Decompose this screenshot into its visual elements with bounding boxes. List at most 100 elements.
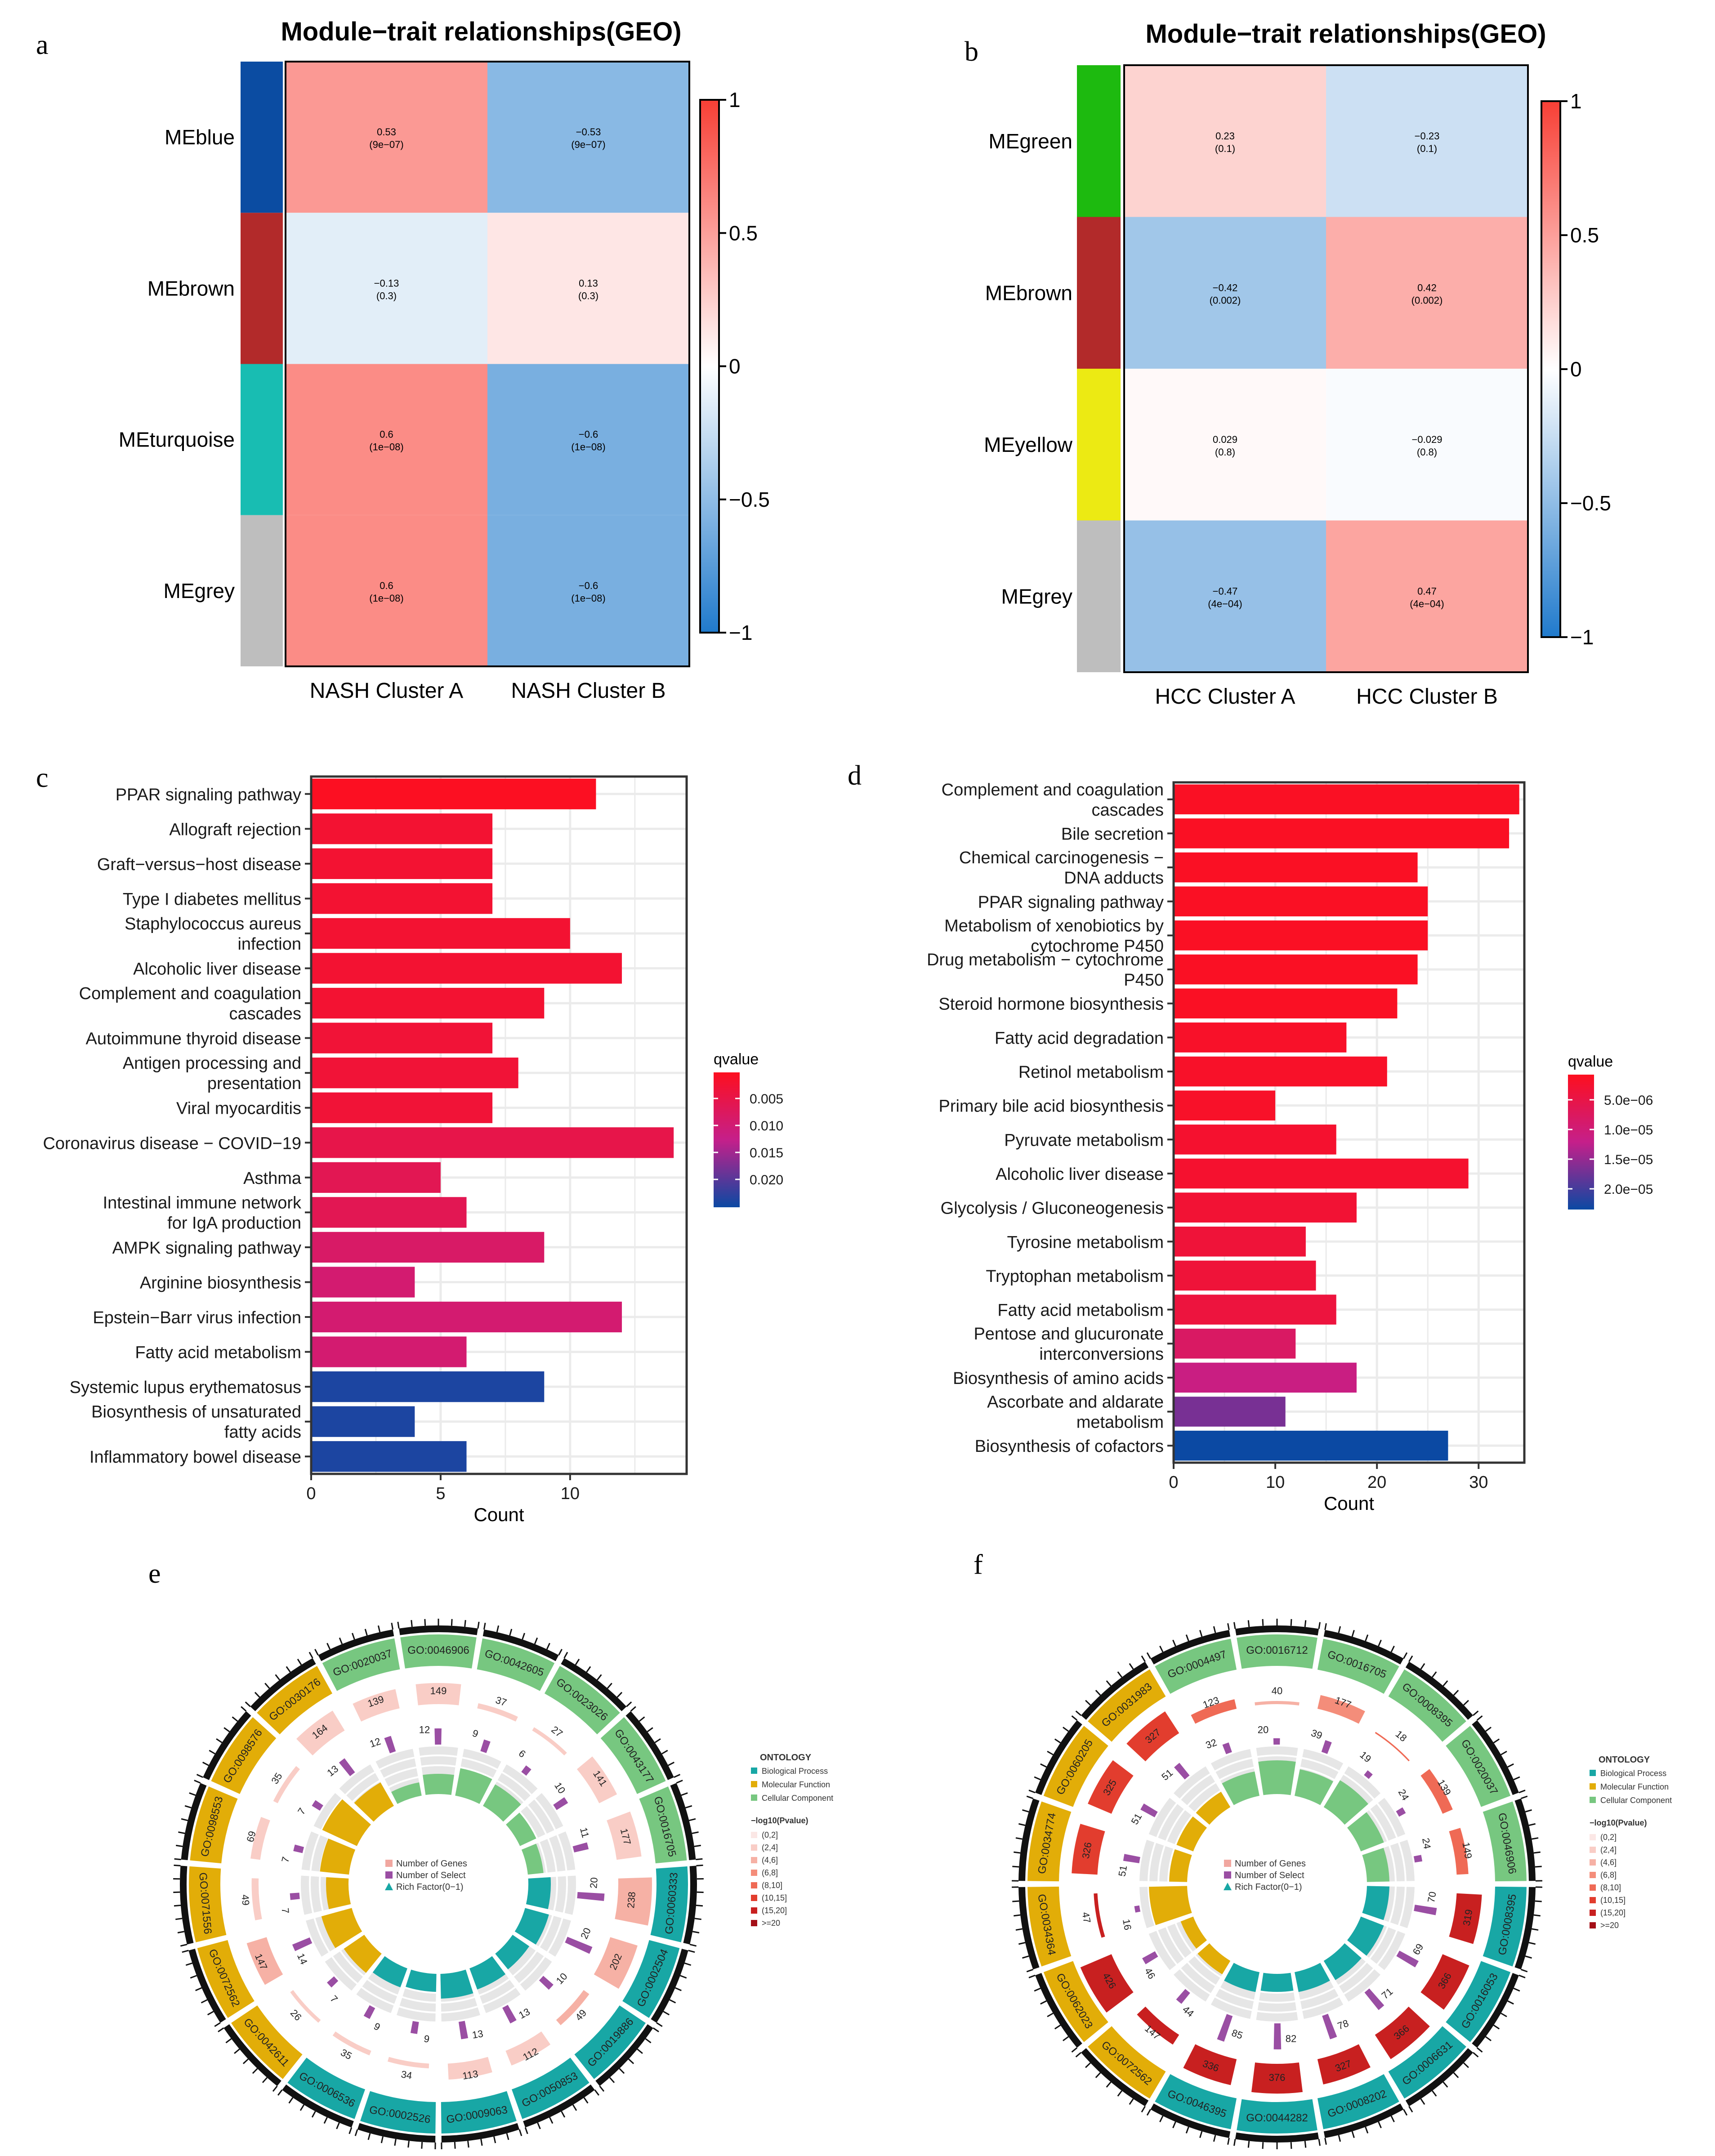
scale-tick	[232, 1716, 238, 1722]
row-label: MEgreen	[988, 129, 1072, 153]
scale-tick	[480, 2138, 483, 2146]
bar-label: Biosynthesis of cofactors	[975, 1437, 1164, 1456]
rich-factor-grid	[1344, 1969, 1381, 2002]
ontology-band	[574, 2005, 646, 2079]
go-term-label: GO:0016712	[1246, 1644, 1308, 1656]
select-bar	[1396, 1951, 1419, 1968]
genes-bar	[1449, 1828, 1469, 1875]
row-label: MEbrown	[985, 281, 1072, 304]
bar	[1174, 1294, 1336, 1325]
bar-label: Autoimmune thyroid disease	[86, 1030, 301, 1049]
select-bar	[1176, 1989, 1190, 2004]
rich-factor-grid	[1173, 1969, 1210, 2002]
scale-tick	[1528, 1942, 1536, 1945]
scale-tick	[1521, 1969, 1528, 1973]
scale-ring	[223, 2024, 281, 2086]
go-term-label: GO:0046906	[407, 1644, 469, 1656]
bar-label: Fatty acid degradation	[995, 1029, 1164, 1048]
rich-factor-bar	[483, 1784, 521, 1822]
colorbar-tick-label: 0	[729, 355, 741, 378]
scale-ring	[318, 1629, 394, 1661]
rich-factor-grid	[1339, 1963, 1373, 1993]
scale-tick	[534, 1637, 538, 1644]
x-axis-label: Count	[473, 1504, 524, 1525]
scale-tick	[1476, 2047, 1483, 2053]
colorbar	[1541, 100, 1561, 638]
scale-tick	[1018, 1823, 1026, 1826]
scale-tick	[692, 1931, 700, 1933]
select-bar	[1273, 2023, 1282, 2049]
scale-tick	[1338, 1626, 1341, 1633]
legend-pvalue-key	[751, 1870, 757, 1876]
scale-tick	[572, 2104, 577, 2111]
scale-ring	[1150, 1629, 1231, 1665]
scale-tick	[1233, 1622, 1236, 1629]
select-count: 24	[1420, 1837, 1433, 1850]
rich-factor-grid	[419, 1746, 458, 1756]
ontology-band	[544, 1666, 620, 1735]
heatmap-panel-a: Module−trait relationships(GEO) MEblue 0.5…	[119, 17, 770, 703]
column-label: NASH Cluster A	[310, 679, 463, 703]
cell-pvalue: (0.1)	[1417, 143, 1437, 154]
ontology-band	[1155, 2074, 1237, 2129]
ontology-band	[1027, 1886, 1072, 1967]
x-tick-label: 0	[1169, 1473, 1178, 1492]
bar-label: Epstein−Barr virus infection	[93, 1308, 301, 1327]
genes-bar	[1183, 2044, 1237, 2085]
select-count: 51	[1116, 1865, 1129, 1877]
bar	[1174, 1397, 1286, 1427]
bar-label: Alcoholic liver disease	[996, 1165, 1164, 1184]
row-label: MEturquoise	[119, 428, 235, 451]
scale-tick	[1432, 1671, 1437, 1678]
select-bar	[363, 2005, 375, 2019]
scale-tick	[1172, 2121, 1176, 2129]
select-bar	[1217, 2014, 1233, 2042]
bar	[311, 987, 545, 1019]
scale-tick	[407, 2141, 410, 2148]
scale-tick	[1040, 2000, 1047, 2005]
scale-tick	[464, 1620, 466, 1627]
scale-tick	[652, 2027, 659, 2032]
cell-value: 0.23	[1215, 130, 1235, 142]
scale-tick	[288, 2097, 294, 2104]
scale-tick	[339, 1637, 343, 1644]
rich-factor-grid	[1259, 1992, 1295, 2002]
rich-factor-bar	[526, 1877, 551, 1910]
scale-tick	[201, 1999, 208, 2004]
cell-pvalue: (0.8)	[1215, 446, 1235, 458]
rich-factor-grid	[325, 1957, 357, 1991]
genes-bar	[332, 2031, 371, 2056]
scale-tick	[354, 2129, 358, 2136]
scale-tick	[323, 2117, 328, 2124]
legend-pvalue-key	[1590, 1910, 1596, 1916]
scale-tick	[1473, 1710, 1479, 1716]
rich-factor-grid	[502, 1764, 538, 1794]
genes-count: 49	[240, 1894, 252, 1906]
scale-tick	[628, 2058, 634, 2064]
rich-factor-grid	[1300, 1989, 1339, 2009]
heatmap-border	[285, 61, 690, 667]
select-bar	[1273, 1738, 1280, 1745]
scale-tick	[1054, 2024, 1061, 2030]
scale-ring	[441, 2123, 520, 2143]
scale-tick	[1022, 1955, 1029, 1959]
scale-tick	[1146, 2109, 1151, 2116]
rich-factor-grid	[514, 1951, 544, 1983]
select-count: 46	[1143, 1966, 1158, 1981]
legend-ontology-label: Cellular Component	[762, 1794, 833, 1803]
scale-tick	[272, 2085, 278, 2092]
scale-tick	[688, 1950, 695, 1953]
bar-label: PPAR signaling pathway	[978, 893, 1164, 912]
rich-factor-bar	[1149, 1886, 1192, 1925]
scale-tick	[275, 1674, 281, 1681]
panel-letter-b: b	[965, 36, 978, 67]
ontology-band	[400, 1634, 477, 1669]
rich-factor-grid	[397, 2007, 436, 2022]
ontology-band	[1388, 2026, 1466, 2099]
scale-tick	[1338, 2135, 1341, 2142]
rich-factor-bar	[1323, 1780, 1368, 1825]
scale-tick	[645, 2038, 652, 2044]
cell-value: 0.53	[377, 126, 396, 138]
cell-value: 0.13	[579, 277, 598, 289]
scale-tick	[194, 1780, 201, 1784]
